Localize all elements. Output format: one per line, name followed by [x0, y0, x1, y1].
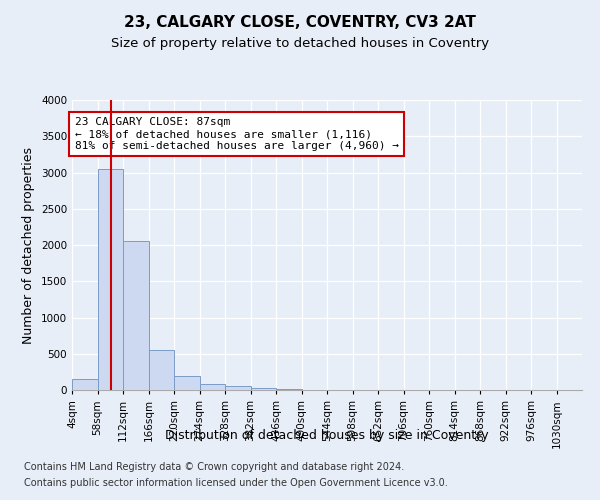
Text: Contains public sector information licensed under the Open Government Licence v3: Contains public sector information licen…: [24, 478, 448, 488]
Bar: [72, 379, 97, 390]
Bar: [123, 242, 149, 390]
Bar: [200, 384, 225, 390]
Bar: [97, 169, 123, 390]
Text: 23 CALGARY CLOSE: 87sqm
← 18% of detached houses are smaller (1,116)
81% of semi: 23 CALGARY CLOSE: 87sqm ← 18% of detache…: [75, 118, 399, 150]
Text: Size of property relative to detached houses in Coventry: Size of property relative to detached ho…: [111, 38, 489, 51]
Bar: [149, 350, 174, 390]
Bar: [225, 386, 251, 390]
Text: Contains HM Land Registry data © Crown copyright and database right 2024.: Contains HM Land Registry data © Crown c…: [24, 462, 404, 472]
Text: 23, CALGARY CLOSE, COVENTRY, CV3 2AT: 23, CALGARY CLOSE, COVENTRY, CV3 2AT: [124, 15, 476, 30]
Bar: [251, 388, 276, 390]
Text: Distribution of detached houses by size in Coventry: Distribution of detached houses by size …: [165, 428, 489, 442]
Bar: [174, 376, 199, 390]
Y-axis label: Number of detached properties: Number of detached properties: [22, 146, 35, 344]
